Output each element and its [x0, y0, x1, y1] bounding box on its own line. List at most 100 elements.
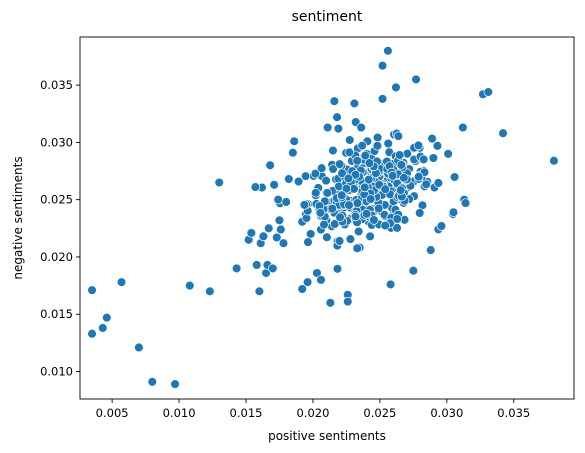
data-point — [418, 154, 429, 165]
data-point — [116, 277, 127, 287]
y-tick-label: 0.030 — [40, 135, 73, 149]
data-point — [357, 140, 367, 151]
data-point — [337, 190, 347, 200]
data-point — [387, 171, 398, 181]
data-point — [185, 280, 195, 291]
data-point — [395, 185, 406, 195]
data-point — [396, 160, 407, 170]
data-point — [498, 128, 508, 138]
data-point — [322, 232, 332, 243]
data-point — [341, 183, 352, 194]
data-point — [414, 208, 425, 218]
data-point — [353, 226, 364, 237]
data-point — [302, 277, 313, 287]
x-axis-label: positive sentiments — [268, 429, 386, 443]
data-point — [458, 122, 468, 133]
x-tick-label: 0.025 — [363, 406, 396, 420]
data-point — [310, 168, 321, 179]
data-point — [352, 198, 363, 208]
data-point — [393, 131, 404, 141]
data-point — [87, 285, 97, 295]
data-point — [231, 263, 242, 274]
data-point — [281, 197, 291, 207]
data-point — [297, 284, 307, 294]
data-point — [349, 98, 360, 109]
data-point — [322, 122, 333, 133]
data-point — [272, 232, 282, 243]
x-tick-label: 0.020 — [296, 406, 329, 420]
x-tick-label: 0.015 — [230, 406, 263, 420]
data-point — [352, 243, 362, 254]
data-point — [299, 200, 310, 210]
data-point — [411, 74, 421, 85]
data-point — [98, 323, 108, 333]
y-tick-label: 0.035 — [40, 78, 73, 92]
data-point — [443, 149, 453, 159]
data-point — [254, 286, 265, 297]
y-axis-label: negative sentiments — [11, 156, 25, 279]
y-tick-label: 0.015 — [40, 307, 73, 321]
data-point — [377, 94, 388, 104]
data-point — [421, 179, 431, 190]
data-point — [380, 184, 391, 194]
data-point — [408, 265, 419, 276]
data-point — [246, 228, 257, 238]
x-tick-label: 0.035 — [497, 406, 530, 420]
data-point — [360, 182, 370, 193]
data-point — [428, 153, 439, 163]
data-point — [250, 182, 261, 192]
data-point — [332, 264, 343, 274]
data-point — [310, 188, 321, 198]
data-point — [448, 207, 459, 218]
data-point — [268, 263, 278, 274]
data-point — [214, 177, 224, 188]
data-point — [274, 215, 285, 226]
data-point — [343, 173, 354, 184]
y-tick-label: 0.010 — [40, 365, 73, 379]
data-point — [350, 211, 361, 222]
x-tick-label: 0.010 — [163, 406, 196, 420]
plot-frame — [79, 36, 575, 400]
data-point — [334, 236, 345, 246]
data-point — [344, 147, 355, 158]
data-point — [549, 155, 559, 166]
data-point — [289, 136, 299, 147]
data-point — [147, 377, 158, 387]
data-point — [383, 45, 393, 56]
data-point — [265, 160, 275, 171]
data-point — [102, 312, 112, 323]
data-point — [303, 237, 313, 247]
data-point — [134, 342, 144, 353]
data-point — [436, 221, 447, 231]
data-point — [369, 215, 379, 225]
data-point — [427, 133, 437, 144]
data-point — [413, 172, 424, 182]
data-point — [385, 279, 396, 290]
data-point — [352, 155, 362, 166]
data-point — [321, 175, 331, 186]
data-point — [433, 178, 444, 188]
data-point — [335, 212, 345, 223]
data-point — [293, 176, 304, 187]
data-point — [380, 220, 390, 231]
data-point — [316, 275, 326, 285]
data-points — [87, 45, 559, 389]
data-point — [325, 298, 336, 308]
data-point — [319, 219, 329, 230]
data-point — [337, 168, 347, 178]
data-point — [327, 203, 338, 214]
data-point — [363, 174, 374, 185]
data-point — [426, 245, 436, 255]
data-point — [332, 112, 342, 122]
data-point — [251, 260, 262, 270]
data-point — [344, 135, 355, 145]
data-point — [334, 159, 345, 169]
data-point — [460, 198, 471, 208]
x-axis-ticks: 0.005 0.010 0.015 0.020 0.025 0.030 0.035 — [96, 399, 530, 420]
data-point — [343, 296, 353, 307]
data-point — [273, 194, 283, 205]
data-point — [264, 223, 274, 234]
data-point — [284, 174, 294, 184]
